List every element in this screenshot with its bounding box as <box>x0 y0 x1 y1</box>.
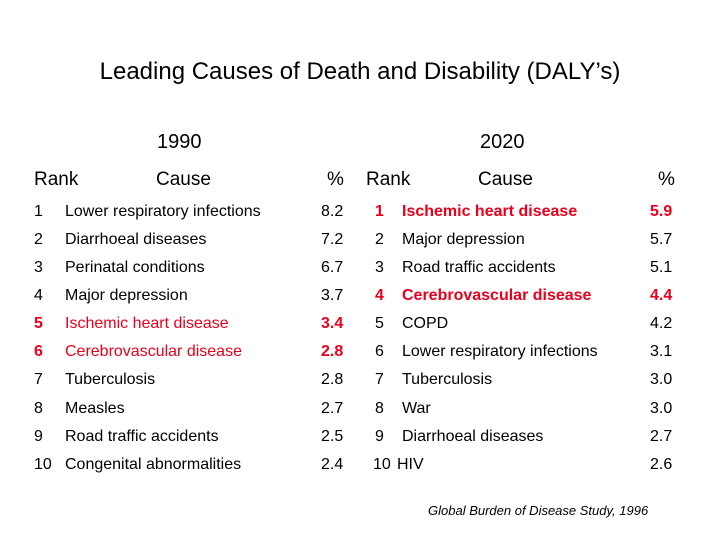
cause-cell: COPD <box>402 315 449 332</box>
percent-cell: 3.0 <box>650 371 673 388</box>
rank-cell: 10 <box>34 456 52 473</box>
cause-cell: Cerebrovascular disease <box>402 287 592 304</box>
cause-cell: Congenital abnormalities <box>65 456 242 473</box>
cause-cell: Tuberculosis <box>402 371 493 388</box>
cause-cell: Perinatal conditions <box>65 259 205 276</box>
rank-cell: 3 <box>34 259 43 276</box>
year-2020-label: 2020 <box>480 131 525 153</box>
cause-cell: Major depression <box>65 287 188 304</box>
header-rank-1990: Rank <box>34 169 79 190</box>
header-cause-1990: Cause <box>156 169 211 190</box>
cause-cell: Diarrhoeal diseases <box>402 428 544 445</box>
cause-cell: War <box>402 400 431 417</box>
percent-cell: 3.4 <box>321 315 344 332</box>
cause-cell: Ischemic heart disease <box>65 315 229 332</box>
rank-cell: 1 <box>34 203 43 220</box>
slide-title: Leading Causes of Death and Disability (… <box>99 58 621 85</box>
percent-cell: 4.4 <box>650 287 673 304</box>
rank-cell: 3 <box>375 259 384 276</box>
percent-cell: 5.9 <box>650 203 673 220</box>
rank-cell: 8 <box>34 400 43 417</box>
cause-cell: Road traffic accidents <box>65 428 219 445</box>
rank-cell: 5 <box>375 315 384 332</box>
cause-cell: Cerebrovascular disease <box>65 343 242 360</box>
rank-cell: 10 <box>373 456 391 473</box>
cause-cell: Measles <box>65 400 125 417</box>
cause-cell: HIV <box>397 456 424 473</box>
percent-cell: 2.7 <box>321 400 344 417</box>
percent-cell: 4.2 <box>650 315 673 332</box>
year-1990-label: 1990 <box>157 131 202 153</box>
percent-cell: 2.5 <box>321 428 344 445</box>
percent-cell: 5.7 <box>650 231 673 248</box>
cause-cell: Lower respiratory infections <box>65 203 261 220</box>
cause-cell: Tuberculosis <box>65 371 156 388</box>
rank-cell: 7 <box>34 371 43 388</box>
percent-cell: 2.6 <box>650 456 673 473</box>
header-rank-2020: Rank <box>366 169 411 190</box>
rank-cell: 2 <box>375 231 384 248</box>
cause-cell: Diarrhoeal diseases <box>65 231 207 248</box>
rank-cell: 6 <box>34 343 43 360</box>
rank-cell: 2 <box>34 231 43 248</box>
cause-cell: Major depression <box>402 231 525 248</box>
percent-cell: 8.2 <box>321 203 344 220</box>
source-citation: Global Burden of Disease Study, 1996 <box>428 503 649 518</box>
rank-cell: 4 <box>34 287 43 304</box>
percent-cell: 3.7 <box>321 287 344 304</box>
rank-cell: 7 <box>375 371 384 388</box>
rank-cell: 9 <box>375 428 384 445</box>
rank-cell: 5 <box>34 315 43 332</box>
header-percent-1990: % <box>327 169 344 190</box>
rank-cell: 6 <box>375 343 384 360</box>
percent-cell: 5.1 <box>650 259 673 276</box>
percent-cell: 2.8 <box>321 371 344 388</box>
percent-cell: 2.4 <box>321 456 344 473</box>
percent-cell: 6.7 <box>321 259 344 276</box>
rank-cell: 8 <box>375 400 384 417</box>
percent-cell: 3.0 <box>650 400 673 417</box>
percent-cell: 2.8 <box>321 343 344 360</box>
percent-cell: 2.7 <box>650 428 673 445</box>
header-cause-2020: Cause <box>478 169 533 190</box>
cause-cell: Lower respiratory infections <box>402 343 598 360</box>
percent-cell: 7.2 <box>321 231 344 248</box>
percent-cell: 3.1 <box>650 343 673 360</box>
cause-cell: Road traffic accidents <box>402 259 556 276</box>
rank-cell: 9 <box>34 428 43 445</box>
rank-cell: 4 <box>375 287 384 304</box>
header-percent-2020: % <box>658 169 675 190</box>
rank-cell: 1 <box>375 203 384 220</box>
cause-cell: Ischemic heart disease <box>402 203 578 220</box>
